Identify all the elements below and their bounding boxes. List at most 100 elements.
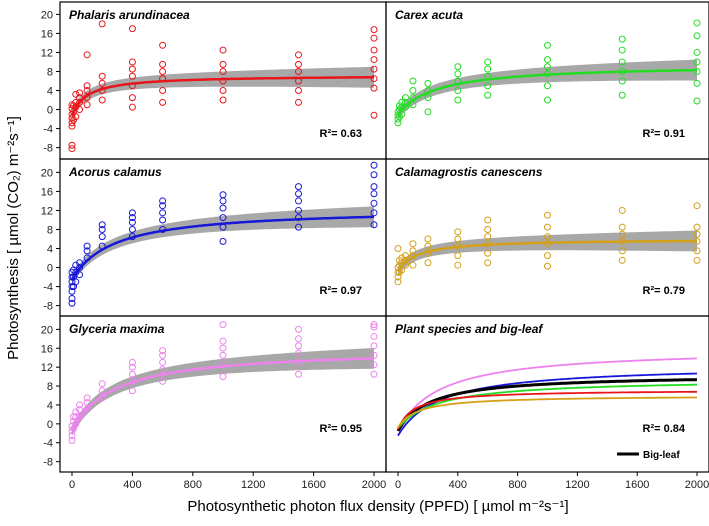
data-point — [98, 221, 106, 229]
data-point — [693, 67, 701, 75]
data-point — [83, 51, 91, 59]
data-point — [370, 171, 378, 179]
data-point — [128, 370, 136, 378]
data-point — [370, 361, 378, 369]
data-point — [128, 363, 136, 371]
data-point — [76, 89, 84, 97]
data-point — [544, 252, 551, 260]
r-squared-label: R²= 0.84 — [643, 423, 686, 435]
data-point — [219, 67, 227, 75]
data-point — [544, 96, 551, 104]
legend-label: Big-leaf — [643, 450, 680, 461]
data-point — [76, 98, 84, 106]
y-tick-label: 4 — [47, 400, 53, 412]
y-tick-label: 0 — [47, 105, 53, 117]
series-line — [397, 396, 697, 429]
data-point — [159, 216, 167, 224]
data-point — [219, 96, 227, 104]
fit-line — [70, 357, 374, 432]
series-line — [397, 383, 697, 430]
data-point — [76, 106, 84, 114]
data-point — [295, 87, 302, 95]
panel-title: Glyceria maxima — [69, 322, 165, 336]
y-tick-label: -4 — [43, 124, 53, 136]
y-tick-label: 8 — [47, 224, 53, 236]
data-point — [454, 252, 462, 260]
data-point — [693, 48, 701, 56]
data-point — [159, 41, 167, 49]
y-tick-label: -8 — [43, 143, 53, 155]
data-point — [219, 204, 227, 212]
data-point — [484, 216, 492, 224]
data-point — [409, 261, 417, 269]
data-point — [128, 58, 136, 66]
data-point — [295, 370, 302, 378]
data-point — [295, 342, 302, 350]
data-point — [72, 420, 80, 428]
panel-title: Calamagrostis canescens — [395, 165, 543, 179]
data-point — [295, 98, 302, 106]
data-point — [98, 72, 106, 80]
data-point — [484, 249, 492, 257]
data-point — [394, 273, 402, 281]
data-point — [98, 387, 106, 395]
y-tick-label: 20 — [41, 324, 53, 336]
data-point — [219, 373, 227, 381]
x-tick-label: 0 — [395, 479, 401, 491]
data-point — [370, 84, 378, 92]
data-point — [401, 103, 409, 111]
data-point — [693, 230, 701, 238]
data-point — [219, 87, 227, 95]
data-point — [424, 259, 432, 267]
data-point — [618, 256, 626, 264]
panel-title: Acorus calamus — [68, 165, 162, 179]
data-point — [68, 145, 76, 153]
data-point — [370, 34, 378, 42]
data-point — [370, 323, 378, 331]
data-point — [219, 60, 227, 68]
x-tick-label: 400 — [449, 479, 467, 491]
data-point — [219, 46, 227, 54]
data-point — [484, 91, 492, 99]
data-point — [454, 96, 462, 104]
data-point — [128, 209, 136, 217]
data-point — [484, 65, 492, 73]
data-point — [370, 183, 378, 191]
data-point — [401, 252, 409, 260]
data-point — [394, 119, 402, 127]
data-point — [484, 82, 492, 90]
data-point — [370, 161, 378, 169]
data-point — [693, 58, 701, 66]
y-tick-label: 20 — [41, 9, 53, 21]
data-point — [454, 63, 462, 71]
data-point — [159, 209, 167, 217]
r-squared-label: R²= 0.95 — [320, 423, 363, 435]
series-line — [397, 390, 697, 430]
x-tick-label: 800 — [184, 479, 202, 491]
data-point — [72, 278, 80, 286]
data-point — [83, 247, 91, 255]
data-point — [370, 321, 378, 329]
data-point — [295, 190, 302, 198]
y-tick-label: 12 — [41, 362, 53, 374]
data-point — [370, 26, 378, 34]
x-tick-label: 1200 — [241, 479, 265, 491]
y-axis-title: Photosynthesis [ µmol (CO₂) m⁻²s⁻¹] — [5, 116, 22, 360]
panel-title: Plant species and big-leaf — [395, 322, 543, 336]
data-point — [544, 41, 551, 49]
data-point — [219, 214, 227, 222]
panel-6: 0 400 800 1200 1600 2000 Big-leaf Plant species… — [385, 315, 709, 491]
data-point — [76, 406, 84, 414]
data-point — [295, 183, 302, 191]
data-point — [295, 325, 302, 333]
data-point — [98, 380, 106, 388]
data-point — [424, 108, 432, 116]
data-point — [693, 202, 701, 210]
fit-line — [397, 68, 697, 116]
data-point — [618, 247, 626, 255]
data-point — [370, 370, 378, 378]
data-point — [370, 342, 378, 350]
data-point — [128, 103, 136, 111]
data-point — [544, 223, 551, 231]
